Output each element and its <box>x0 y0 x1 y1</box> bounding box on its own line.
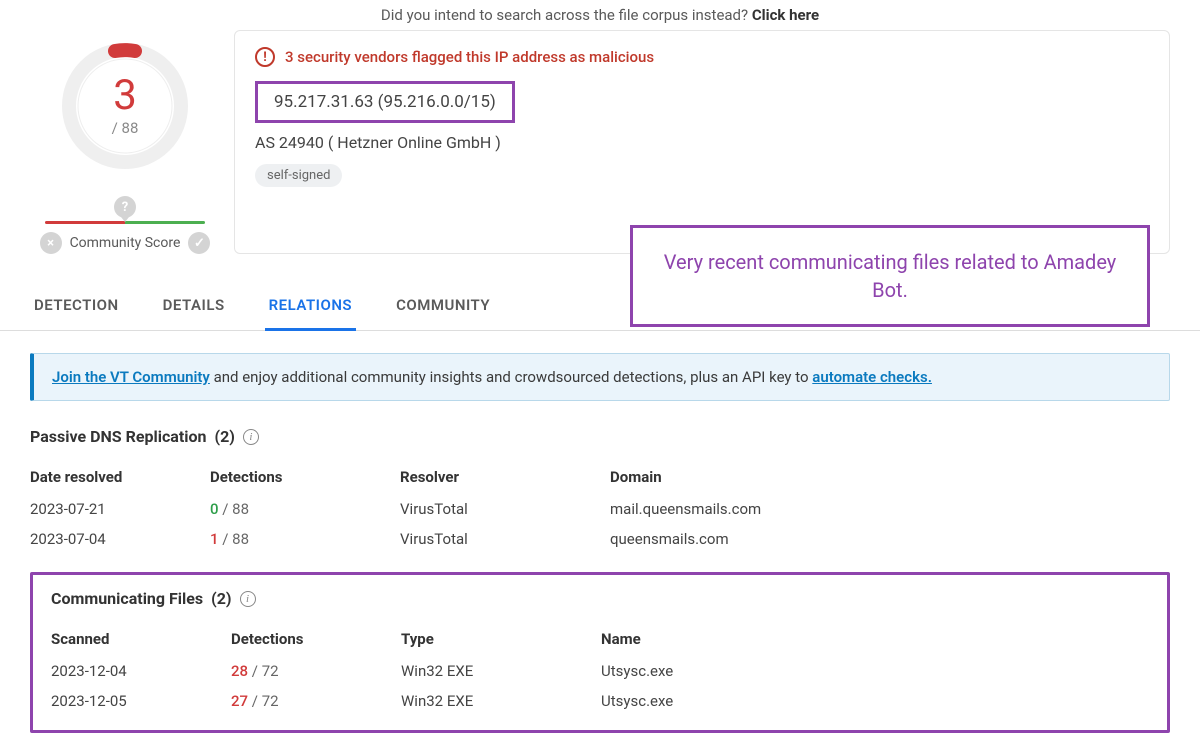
tab-community[interactable]: COMMUNITY <box>392 286 494 330</box>
ip-address-box: 95.217.31.63 (95.216.0.0/15) <box>255 81 515 123</box>
passive-dns-title: Passive DNS Replication <box>30 427 207 446</box>
cell-domain: mail.queensmails.com <box>610 500 1170 518</box>
detection-count: 3 <box>113 75 137 117</box>
cell-type: Win32 EXE <box>401 692 601 710</box>
cell-name: Utsysc.exe <box>601 692 1149 710</box>
table-row[interactable]: 2023-12-04 28 / 72 Win32 EXE Utsysc.exe <box>51 656 1149 686</box>
score-panel: 3 / 88 ? × Community Score ✓ <box>30 30 220 254</box>
search-corpus-banner: Did you intend to search across the file… <box>0 0 1200 30</box>
info-icon[interactable]: i <box>240 591 256 607</box>
table-row[interactable]: 2023-07-21 0 / 88 VirusTotal mail.queens… <box>30 494 1170 524</box>
annotation-callout: Very recent communicating files related … <box>630 225 1150 327</box>
passive-dns-section: Passive DNS Replication (2) i Date resol… <box>30 427 1170 554</box>
cell-detections: 28 / 72 <box>231 662 401 680</box>
col-resolver: Resolver <box>400 468 610 486</box>
info-icon[interactable]: i <box>243 429 259 445</box>
tab-relations[interactable]: RELATIONS <box>265 286 356 331</box>
col-domain: Domain <box>610 468 1170 486</box>
tab-details[interactable]: DETAILS <box>159 286 229 330</box>
x-icon: × <box>40 232 62 254</box>
community-marker-icon: ? <box>114 196 136 218</box>
col-type: Type <box>401 630 601 648</box>
alert-text: 3 security vendors flagged this IP addre… <box>285 48 654 66</box>
communicating-files-section: Communicating Files (2) i Scanned Detect… <box>30 572 1170 733</box>
vt-community-banner: Join the VT Community and enjoy addition… <box>30 353 1170 401</box>
cell-resolver: VirusTotal <box>400 500 610 518</box>
comm-files-title: Communicating Files <box>51 589 203 608</box>
malicious-alert: ! 3 security vendors flagged this IP add… <box>255 47 1149 67</box>
alert-icon: ! <box>255 47 275 67</box>
click-here-link[interactable]: Click here <box>752 6 819 24</box>
ip-summary-card: ! 3 security vendors flagged this IP add… <box>234 30 1170 254</box>
banner-text: Did you intend to search across the file… <box>381 6 752 24</box>
detection-gauge: 3 / 88 <box>55 36 195 176</box>
cell-date: 2023-07-04 <box>30 530 210 548</box>
join-community-link[interactable]: Join the VT Community <box>52 368 210 386</box>
asn-line: AS 24940 ( Hetzner Online GmbH ) <box>255 133 1149 152</box>
cell-scanned: 2023-12-04 <box>51 662 231 680</box>
automate-checks-link[interactable]: automate checks. <box>812 368 932 386</box>
tab-detection[interactable]: DETECTION <box>30 286 123 330</box>
table-row[interactable]: 2023-12-05 27 / 72 Win32 EXE Utsysc.exe <box>51 686 1149 716</box>
cell-detections: 0 / 88 <box>210 500 400 518</box>
cell-type: Win32 EXE <box>401 662 601 680</box>
detection-total: / 88 <box>112 119 139 137</box>
cell-name: Utsysc.exe <box>601 662 1149 680</box>
cell-scanned: 2023-12-05 <box>51 692 231 710</box>
cell-domain: queensmails.com <box>610 530 1170 548</box>
col-name: Name <box>601 630 1149 648</box>
passive-dns-count: (2) <box>215 427 235 446</box>
cell-detections: 1 / 88 <box>210 530 400 548</box>
table-row[interactable]: 2023-07-04 1 / 88 VirusTotal queensmails… <box>30 524 1170 554</box>
cell-resolver: VirusTotal <box>400 530 610 548</box>
cell-detections: 27 / 72 <box>231 692 401 710</box>
tag-self-signed[interactable]: self-signed <box>255 164 342 187</box>
community-score-widget: ? × Community Score ✓ <box>30 196 220 254</box>
banner-mid-text: and enjoy additional community insights … <box>210 368 812 386</box>
check-icon: ✓ <box>188 232 210 254</box>
cell-date: 2023-07-21 <box>30 500 210 518</box>
col-date-resolved: Date resolved <box>30 468 210 486</box>
col-detections: Detections <box>210 468 400 486</box>
col-detections: Detections <box>231 630 401 648</box>
col-scanned: Scanned <box>51 630 231 648</box>
community-score-label: Community Score <box>70 235 181 251</box>
comm-files-count: (2) <box>211 589 231 608</box>
